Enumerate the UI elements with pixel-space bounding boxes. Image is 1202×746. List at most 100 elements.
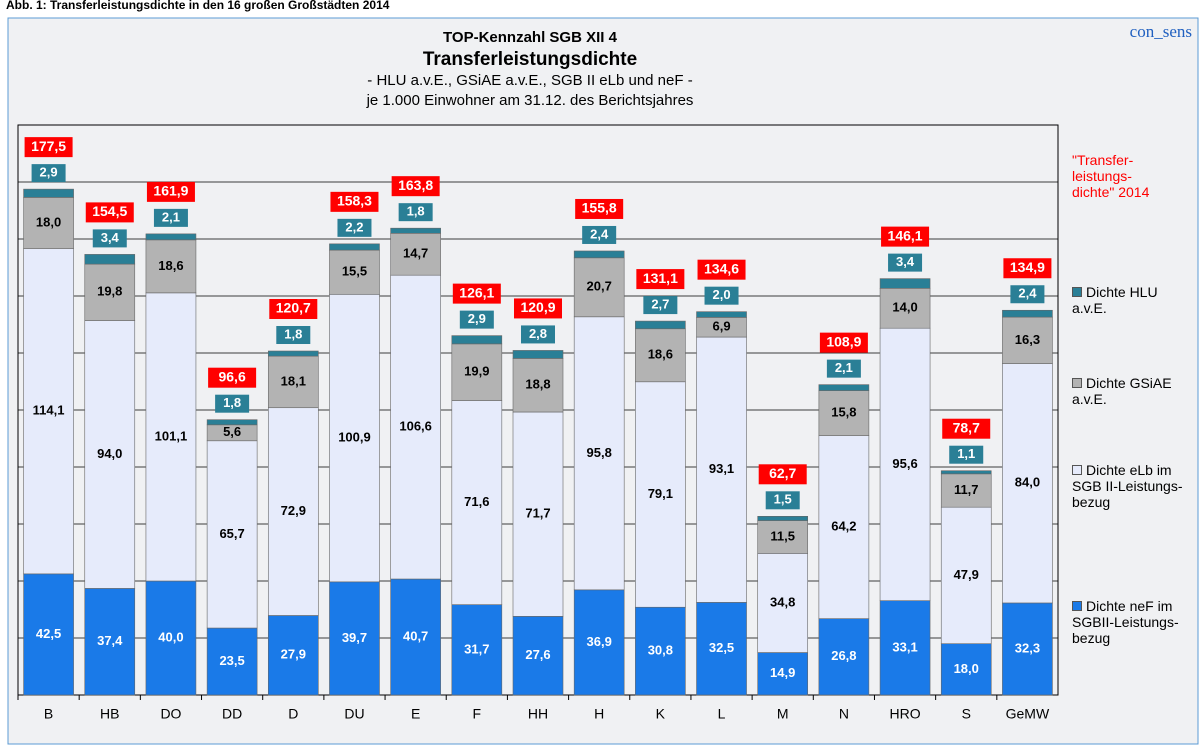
data-label: 71,7 [525, 506, 550, 521]
bar-segment [267, 350, 319, 357]
bar-segment [696, 336, 747, 603]
legend-label: Dichte HLU a.v.E. [1072, 284, 1158, 316]
bar-segment [757, 553, 809, 653]
data-label: 15,8 [831, 405, 856, 420]
data-label: 18,0 [36, 214, 61, 229]
label-box [826, 359, 861, 378]
data-label: 14,0 [892, 300, 917, 315]
data-label: 36,9 [587, 634, 612, 649]
data-label: 2,4 [590, 226, 609, 241]
x-tick-label: F [473, 706, 482, 722]
label-box [704, 286, 739, 305]
bar-segment [512, 411, 564, 617]
x-tick-label: L [718, 706, 726, 722]
x-tick-label: DU [344, 706, 364, 722]
bar-segment [940, 643, 992, 696]
legend-entry: Dichte neF im SGBII-Leistungs-bezug [1072, 598, 1190, 646]
label-box [276, 326, 311, 345]
x-tick-label: N [839, 706, 849, 722]
data-label: 114,1 [33, 403, 65, 418]
legend-label: "Transfer-leistungs-dichte" 2014 [1072, 152, 1150, 200]
data-label: 37,4 [97, 633, 123, 648]
label-box [765, 491, 800, 510]
bar-segment [757, 516, 809, 521]
total-label: 120,7 [276, 300, 311, 316]
label-box [459, 310, 494, 329]
x-tick-label: K [656, 706, 666, 722]
x-tick-label: GeMW [1006, 706, 1050, 722]
bar-segment [206, 440, 258, 629]
data-label: 23,5 [219, 653, 244, 668]
legend-label: Dichte neF im SGBII-Leistungs-bezug [1072, 598, 1179, 646]
bar-segment [267, 407, 319, 616]
data-label: 1,5 [774, 492, 792, 507]
label-box [337, 218, 372, 237]
legend-entry: Dichte GSiAE a.v.E. [1072, 375, 1190, 407]
total-label: 163,8 [398, 177, 433, 193]
data-label: 40,0 [158, 629, 183, 644]
bar-segment [635, 328, 686, 383]
legend-swatch [1072, 378, 1082, 388]
data-label: 2,1 [162, 209, 180, 224]
data-label: 95,6 [892, 456, 917, 471]
legend-entry: "Transfer-leistungs-dichte" 2014 [1072, 152, 1162, 200]
bar-segment [818, 384, 870, 391]
bar-segment [390, 578, 441, 696]
bar-segment [635, 320, 686, 330]
bar-segment [84, 254, 136, 265]
total-label: 120,9 [520, 299, 555, 315]
data-label: 64,2 [831, 519, 856, 534]
x-tick-label: E [411, 706, 420, 722]
data-label: 14,7 [403, 246, 428, 261]
total-box [1003, 258, 1052, 279]
label-box [31, 164, 66, 183]
data-label: 30,8 [648, 643, 673, 658]
total-label: 131,1 [643, 270, 678, 286]
legend-label: Dichte eLb im SGB II-Leistungs-bezug [1072, 462, 1183, 510]
total-label: 177,5 [31, 138, 66, 154]
bar-segment [1002, 309, 1053, 318]
label-box [1010, 285, 1045, 304]
bar-segment [512, 616, 564, 696]
x-tick-label: DO [160, 706, 181, 722]
bar-segment [573, 316, 625, 591]
data-label: 40,7 [403, 628, 428, 643]
label-box [521, 325, 555, 344]
bar-segment [23, 248, 74, 575]
bar-segment [573, 589, 625, 696]
bar-segment [206, 419, 258, 426]
total-box [146, 181, 195, 202]
bar-segment [23, 573, 74, 696]
data-label: 65,7 [219, 526, 244, 541]
x-tick-label: S [962, 706, 971, 722]
data-label: 1,1 [957, 446, 975, 461]
total-box [636, 269, 685, 290]
bar-segment [145, 239, 197, 294]
total-box [208, 367, 257, 388]
bar-segment [451, 604, 503, 696]
bar-segment [206, 627, 258, 696]
data-label: 6,9 [712, 319, 730, 334]
brand: con_sens [1130, 22, 1192, 41]
data-label: 100,9 [338, 430, 371, 445]
data-label: 19,8 [97, 284, 122, 299]
data-label: 1,8 [223, 395, 241, 410]
bar-segment [573, 250, 625, 259]
data-label: 1,8 [284, 326, 302, 341]
label-box [643, 296, 678, 315]
bar-segment [329, 243, 380, 251]
bar-segment [757, 652, 809, 696]
bar-segment [329, 249, 380, 295]
bar-segment [757, 520, 809, 554]
label-box [888, 253, 923, 272]
data-label: 2,0 [712, 287, 730, 302]
data-label: 32,5 [709, 640, 734, 655]
data-label: 32,3 [1015, 640, 1040, 655]
data-label: 5,6 [223, 424, 241, 439]
data-label: 3,4 [101, 230, 120, 245]
total-box [697, 259, 746, 280]
data-label: 79,1 [648, 486, 673, 501]
bar-segment [390, 274, 441, 580]
data-label: 14,9 [770, 665, 795, 680]
bar-segment [23, 197, 74, 249]
